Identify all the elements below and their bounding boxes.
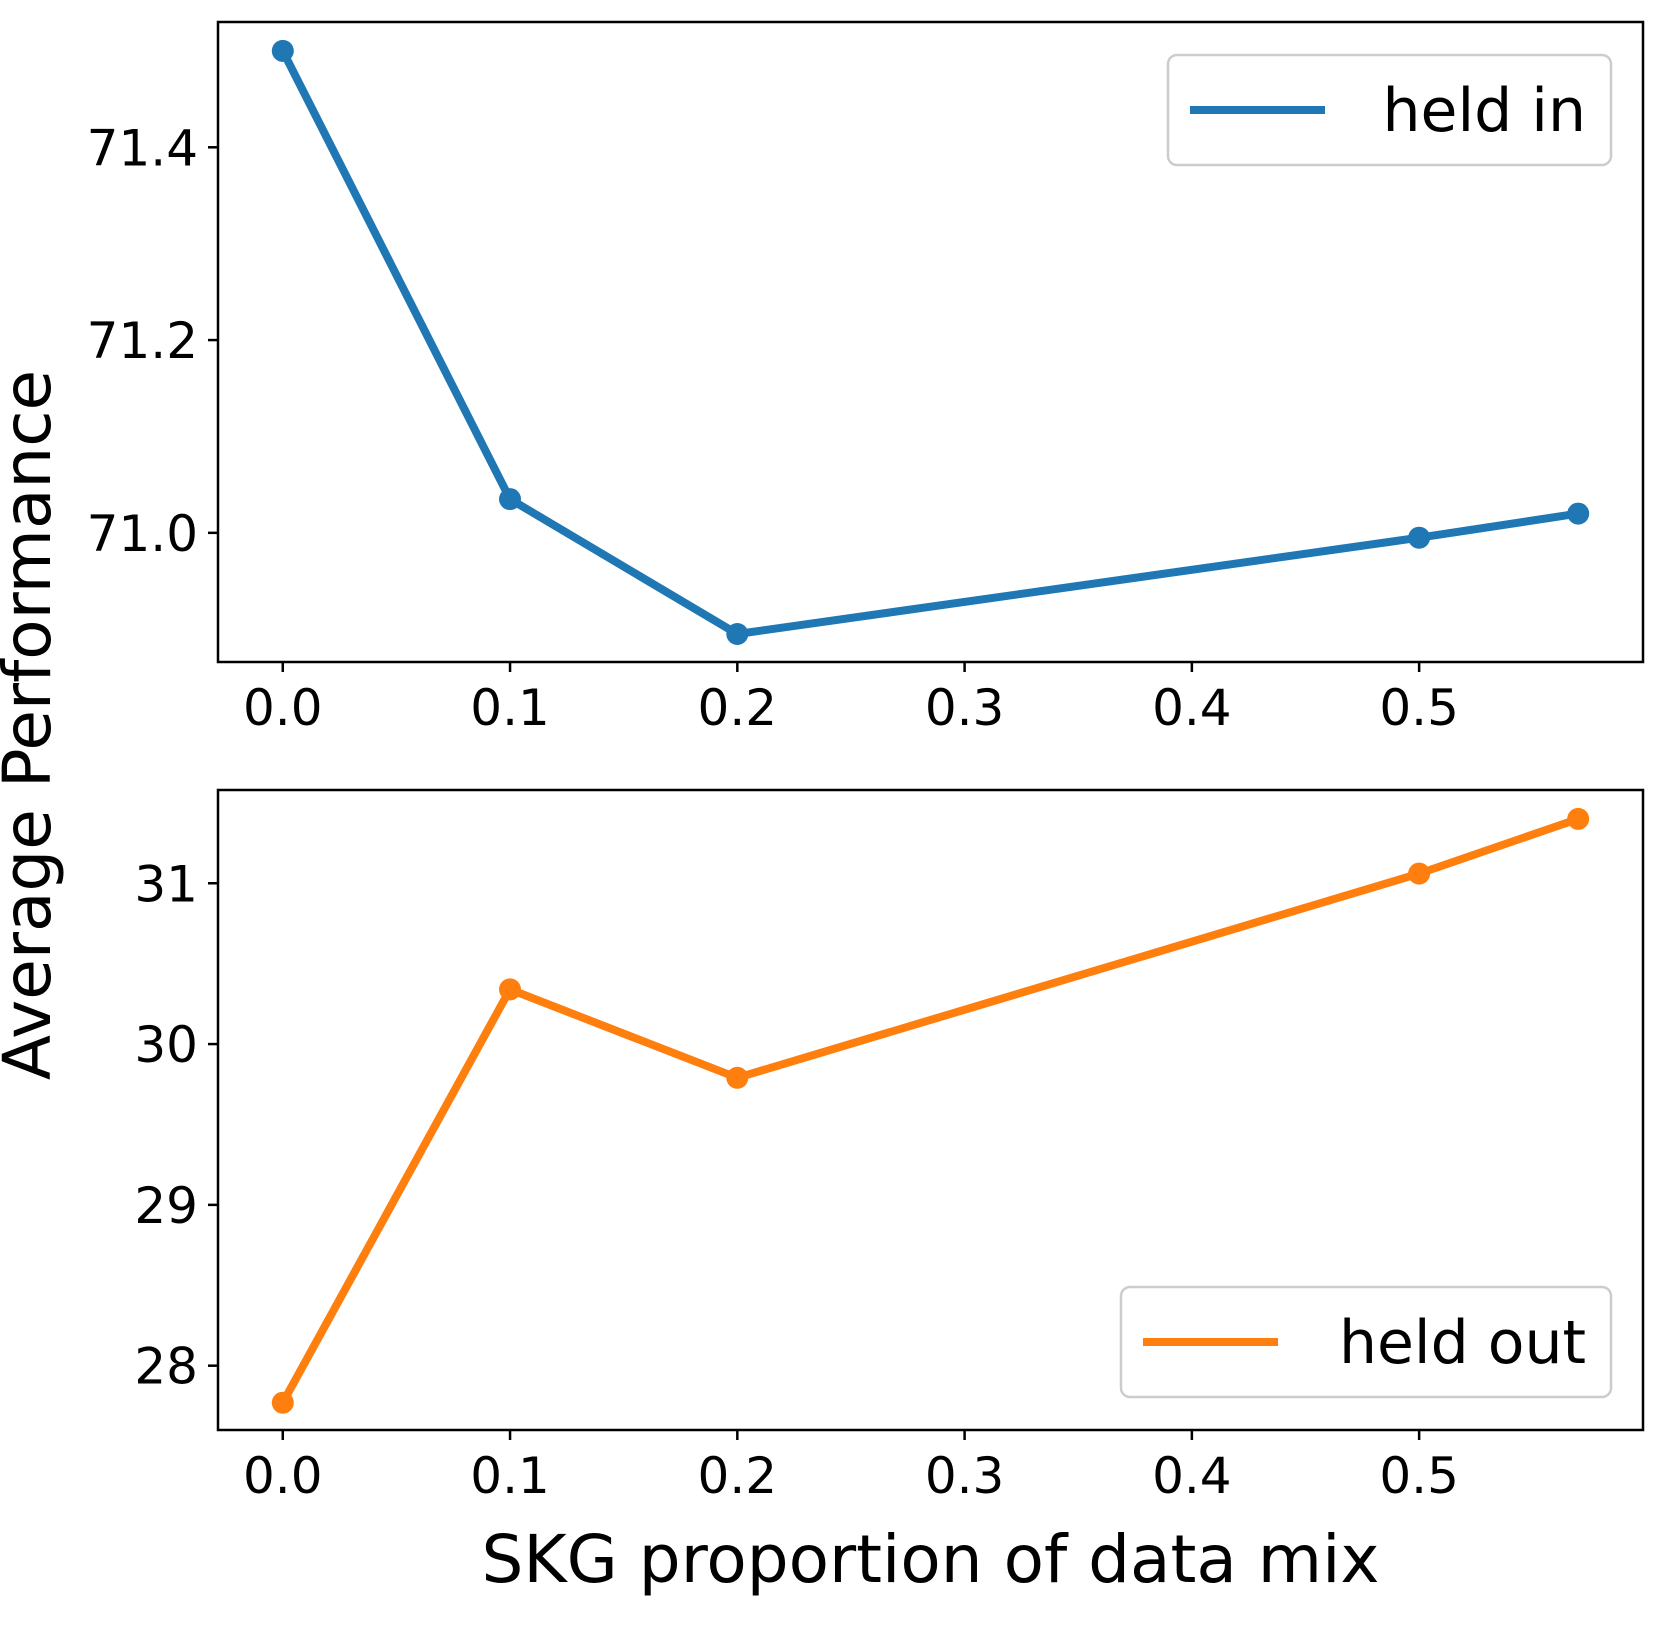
x-axis-label: SKG proportion of data mix — [482, 1521, 1380, 1598]
data-point-held-out-2 — [726, 1066, 749, 1089]
data-point-held-in-0 — [271, 39, 294, 62]
legend-held-out: held out — [1119, 1285, 1613, 1399]
data-point-held-out-3 — [1408, 862, 1431, 885]
legend-held-in: held in — [1166, 53, 1613, 167]
data-point-held-out-0 — [271, 1391, 294, 1414]
x-tick-label-held-in-0: 0.0 — [243, 679, 323, 737]
y-tick-label-held-in-0: 71.0 — [87, 505, 198, 563]
y-tick-label-held-out-2: 30 — [134, 1016, 198, 1074]
data-point-held-out-1 — [499, 978, 521, 1001]
x-tick-label-held-out-5: 0.5 — [1379, 1447, 1459, 1505]
data-point-held-in-3 — [1408, 526, 1431, 549]
subplot-held-in: 0.0 0.1 0.2 0.3 0.4 0.5 71.0 71.2 71.4 held in — [87, 20, 1645, 737]
legend-box-held-in — [1166, 53, 1613, 167]
x-tick-label-held-in-1: 0.1 — [470, 679, 550, 737]
x-tick-label-held-out-4: 0.4 — [1152, 1447, 1232, 1505]
data-point-held-in-1 — [499, 488, 521, 511]
x-tick-label-held-out-1: 0.1 — [470, 1447, 550, 1505]
y-tick-label-held-out-0: 28 — [134, 1338, 198, 1396]
axes-frame-held-out — [216, 788, 1645, 1432]
legend-box-held-out — [1119, 1285, 1613, 1399]
x-tick-label-held-in-5: 0.5 — [1379, 679, 1459, 737]
x-tick-label-held-in-2: 0.2 — [698, 679, 778, 737]
y-tick-label-held-out-3: 31 — [134, 855, 198, 913]
x-tick-label-held-in-4: 0.4 — [1152, 679, 1232, 737]
x-tick-label-held-out-3: 0.3 — [925, 1447, 1005, 1505]
data-point-held-in-2 — [726, 623, 749, 645]
data-point-held-out-4 — [1567, 807, 1590, 830]
y-tick-label-held-in-1: 71.2 — [87, 312, 198, 370]
axes-frame-held-in — [216, 20, 1645, 664]
x-tick-label-held-in-3: 0.3 — [925, 679, 1005, 737]
y-tick-label-held-out-1: 29 — [134, 1177, 198, 1235]
legend-label-held-out: held out — [1339, 1308, 1586, 1378]
x-tick-label-held-out-0: 0.0 — [243, 1447, 323, 1505]
shared-y-axis-label: Average Performance — [0, 370, 66, 1080]
y-tick-label-held-in-2: 71.4 — [87, 119, 198, 177]
legend-label-held-in: held in — [1383, 76, 1586, 146]
subplot-held-out: 0.0 0.1 0.2 0.3 0.4 0.5 28 29 30 31 SKG proportion… — [134, 788, 1645, 1598]
data-point-held-in-4 — [1567, 502, 1590, 525]
x-tick-label-held-out-2: 0.2 — [698, 1447, 778, 1505]
